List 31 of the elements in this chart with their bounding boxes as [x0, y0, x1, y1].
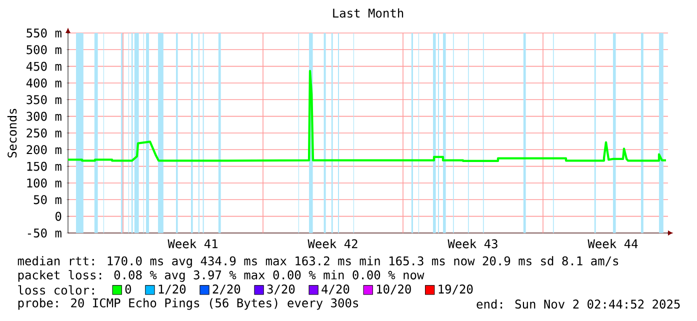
y-tick-label: 50 m	[34, 195, 62, 204]
text: packet loss: 0.08 % avg 3.97 % max 0.00 % min 0.00 % now	[18, 270, 424, 282]
y-tick-label: 500 m	[26, 45, 62, 54]
y-tick-label: 300 m	[26, 112, 62, 121]
legend-label: 10/20	[377, 284, 411, 295]
y-tick-label: 400 m	[26, 78, 62, 88]
y-tick-label: 150 m	[27, 162, 62, 171]
x-tick-label: Week 41	[168, 239, 218, 248]
y-tick-label: 450 m	[26, 62, 62, 71]
y-tick-label: 0	[56, 212, 62, 221]
text: probe: 20 ICMP Echo Pings (56 Bytes) every 300s	[18, 298, 358, 310]
text: median rtt: 170.0 ms avg 434.9 ms max 163.2 ms min 165.3 ms now 20.9 ms sd 8.1 am/s	[18, 256, 618, 268]
legend-label: 19/20	[438, 284, 473, 295]
legend-label: 1/20	[158, 284, 186, 295]
y-tick-label: -50 m	[28, 228, 62, 238]
y-tick-label: 350 m	[26, 95, 62, 104]
y-tick-label: 550 m	[26, 28, 62, 38]
text: end: Sun Nov 2 02:44:52 2025	[476, 299, 680, 309]
legend-label: 3/20	[267, 284, 295, 295]
legend-label: 0	[125, 284, 132, 294]
x-tick-label: Week 44	[588, 239, 638, 248]
legend-title: loss color:	[18, 285, 94, 295]
x-tick-label: Week 43	[448, 239, 498, 248]
y-axis-title: Seconds	[7, 108, 17, 158]
y-tick-label: 250 m	[26, 128, 62, 138]
y-tick-label: 100 m	[27, 178, 62, 188]
x-tick-label: Week 42	[308, 239, 358, 248]
legend-label: 4/20	[322, 284, 350, 295]
chart-title: Last Month	[333, 8, 404, 18]
legend-label: 2/20	[212, 284, 240, 295]
y-tick-label: 200 m	[26, 145, 62, 154]
